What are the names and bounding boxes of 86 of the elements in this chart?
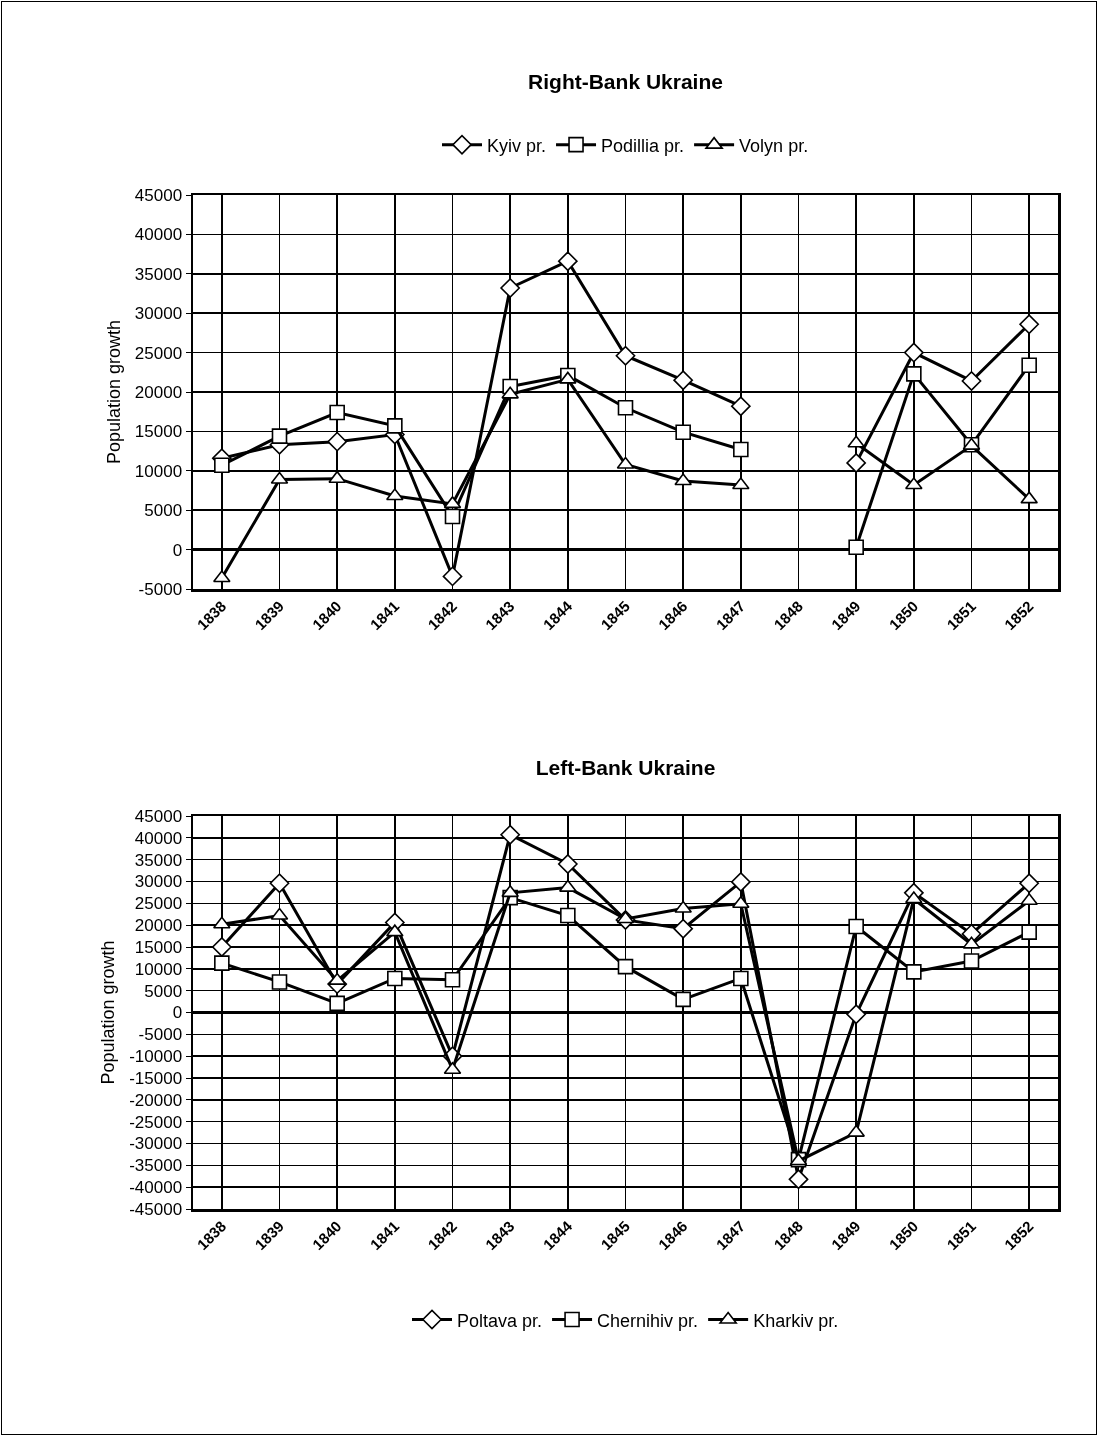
point	[327, 431, 348, 452]
point	[788, 1169, 809, 1190]
y-tick-label: 0	[172, 1003, 183, 1023]
point	[1021, 924, 1037, 940]
y-tick-label: 15000	[134, 422, 183, 442]
point	[903, 342, 924, 363]
y-tick-label: -20000	[129, 1090, 183, 1110]
y-tick-label: 45000	[134, 185, 183, 205]
point	[730, 872, 751, 892]
point	[271, 974, 288, 990]
point	[963, 953, 980, 969]
legend-label: Kyiv pr.	[487, 135, 547, 156]
y-tick-label: 40000	[134, 828, 183, 848]
point	[673, 918, 694, 939]
y-tick-label: 20000	[134, 382, 183, 402]
y-tick-label: -15000	[129, 1068, 183, 1088]
legend-label: Kharkiv pr.	[753, 1310, 839, 1331]
point	[500, 278, 521, 298]
y-tick-label: 5000	[144, 501, 183, 521]
point	[733, 441, 749, 458]
y-tick-label: 10000	[134, 461, 183, 481]
y-tick-label: 25000	[134, 343, 183, 363]
point	[1020, 892, 1039, 906]
legend-label: Poltava pr.	[457, 1310, 543, 1331]
point	[387, 418, 403, 434]
point	[387, 970, 403, 987]
y-tick-label: -40000	[129, 1178, 183, 1198]
y-tick-label: 30000	[134, 304, 183, 324]
point	[214, 955, 230, 971]
chart-title: Left-Bank Ukraine	[535, 756, 716, 780]
y-tick-label: 35000	[134, 264, 183, 284]
point	[557, 251, 578, 272]
point	[500, 824, 521, 845]
y-tick-label: 40000	[134, 225, 183, 245]
point	[675, 424, 691, 440]
point	[560, 907, 576, 924]
y-tick-label: 25000	[134, 894, 183, 914]
y-tick-label: -10000	[129, 1047, 183, 1067]
y-tick-label: -45000	[129, 1199, 183, 1219]
legend-label: Podillia pr.	[601, 135, 685, 156]
point	[848, 918, 864, 935]
point	[848, 539, 864, 556]
point	[557, 854, 578, 874]
point	[675, 991, 691, 1008]
y-tick-label: 20000	[134, 916, 183, 936]
legend-label: Volyn pr.	[739, 135, 809, 156]
y-tick-label: 35000	[134, 850, 183, 870]
point	[730, 396, 751, 417]
point	[1019, 873, 1040, 894]
point	[733, 970, 749, 987]
point	[846, 1004, 867, 1025]
point	[1019, 314, 1040, 335]
y-tick-label: -25000	[129, 1112, 183, 1132]
chart-title: Right-Bank Ukraine	[528, 70, 723, 94]
point	[444, 971, 461, 988]
point	[329, 995, 345, 1012]
point	[269, 873, 290, 894]
point	[444, 508, 461, 525]
y-tick-label: -30000	[129, 1134, 183, 1154]
y-tick-label: 45000	[134, 806, 183, 826]
point	[961, 371, 982, 391]
point	[617, 958, 634, 975]
y-tick-label: 5000	[144, 981, 183, 1001]
point	[617, 399, 634, 416]
y-tick-label: 10000	[134, 959, 183, 979]
point	[271, 428, 288, 444]
point	[214, 457, 230, 474]
legend-label: Chernihiv pr.	[597, 1310, 699, 1331]
y-tick-label: -35000	[129, 1156, 183, 1176]
point	[673, 370, 694, 391]
y-tick-label: 30000	[134, 872, 183, 892]
y-axis-title: Population growth	[103, 319, 124, 465]
y-tick-label: 15000	[134, 937, 183, 957]
y-tick-label: -5000	[138, 1025, 183, 1045]
point	[329, 404, 345, 421]
y-axis-title: Population growth	[98, 940, 119, 1085]
point	[906, 366, 922, 382]
point	[442, 566, 463, 587]
y-tick-label: -5000	[138, 579, 183, 599]
point	[846, 453, 867, 473]
point	[615, 345, 636, 366]
point	[211, 937, 232, 957]
point	[906, 964, 922, 980]
point	[731, 895, 750, 909]
y-tick-label: 0	[172, 540, 183, 560]
point	[1021, 357, 1037, 374]
